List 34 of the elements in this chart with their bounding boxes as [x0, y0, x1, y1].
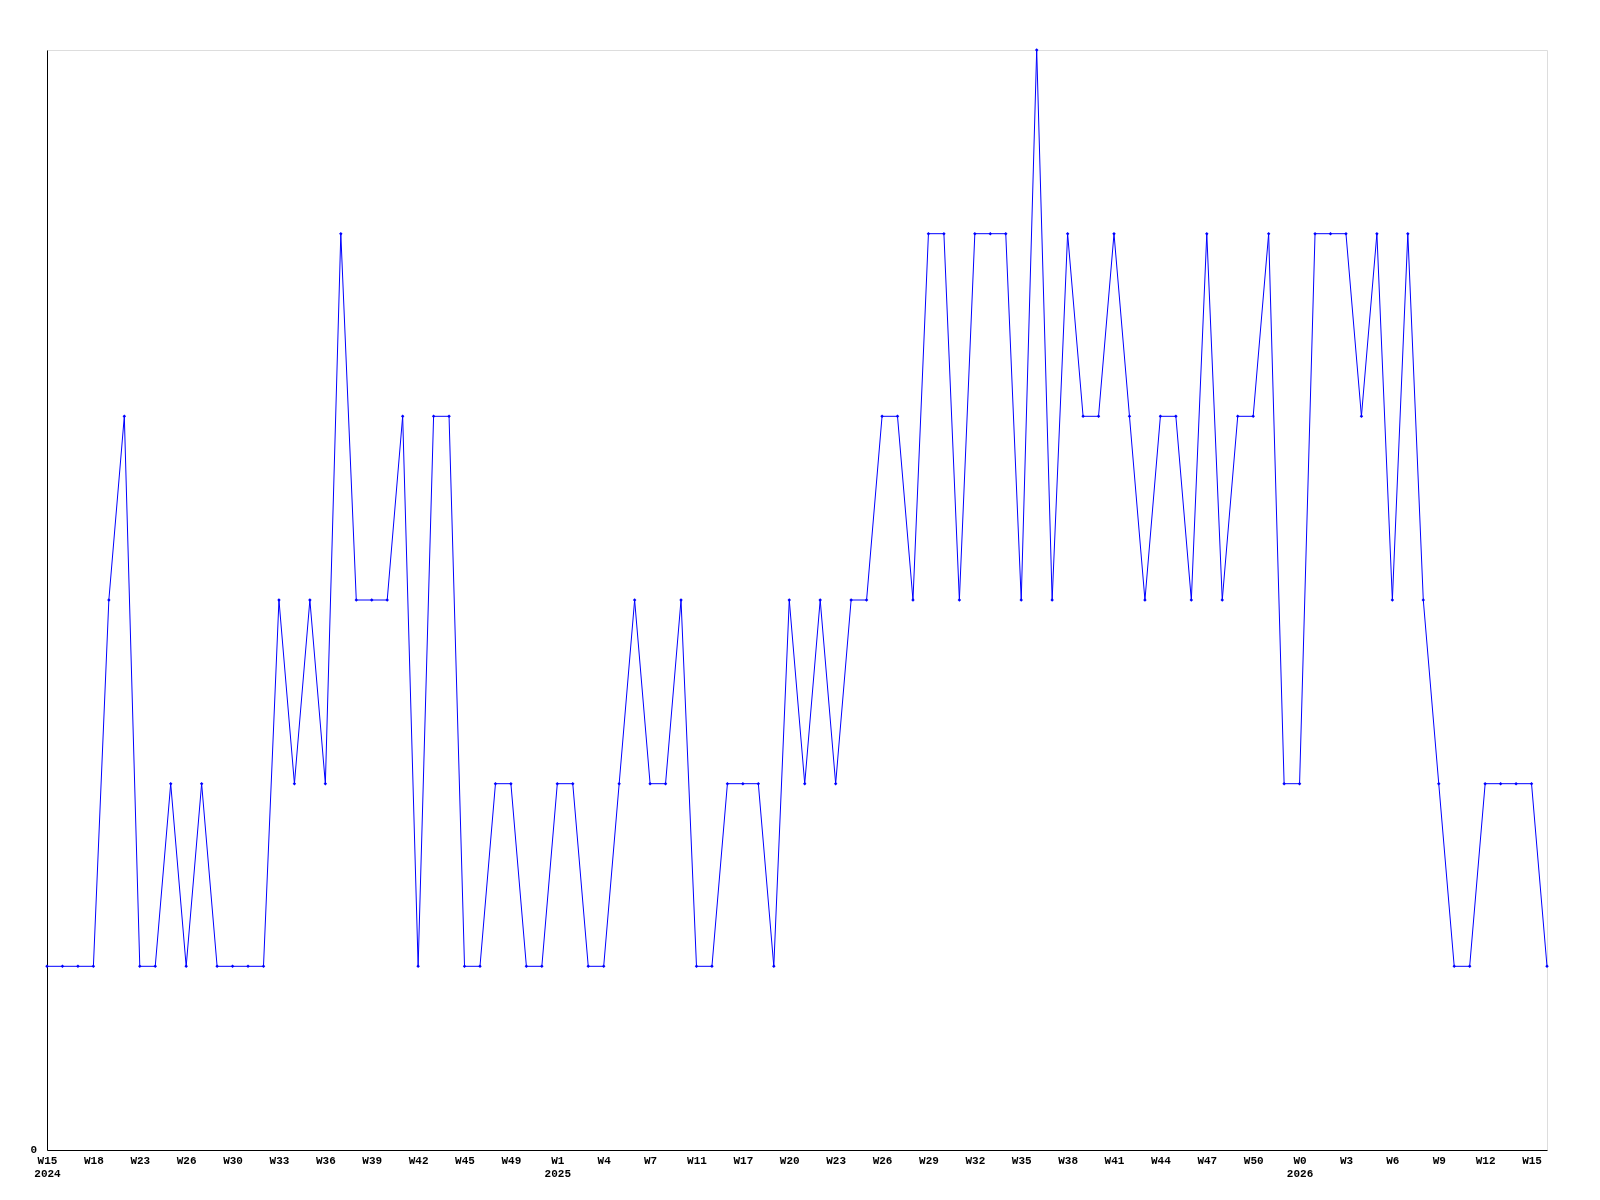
x-tick-label: W47: [1197, 1154, 1218, 1167]
x-tick-label: W26: [872, 1154, 893, 1167]
x-tick-label: W29: [919, 1154, 939, 1167]
x-tick-label: W6: [1386, 1154, 1400, 1167]
x-tick-label: W41: [1104, 1154, 1125, 1167]
x-tick-label: W36: [315, 1154, 336, 1167]
x-tick-label: W39: [362, 1154, 383, 1167]
x-tick-label: W12: [1475, 1154, 1496, 1167]
x-tick-label: W1 2025: [544, 1154, 572, 1180]
x-tick-label: W23: [826, 1154, 847, 1167]
x-tick-label: W38: [1058, 1154, 1079, 1167]
x-tick-label: W50: [1243, 1154, 1264, 1167]
text: 0: [30, 1144, 37, 1156]
x-tick-label: W9: [1432, 1154, 1446, 1167]
x-tick-label: W32: [965, 1154, 986, 1167]
x-tick-label: W3: [1339, 1154, 1354, 1167]
x-tick-label: W20: [779, 1154, 800, 1167]
x-tick-label: W4: [597, 1154, 612, 1167]
x-tick-label: W7: [643, 1154, 658, 1167]
x-tick-label: W15: [1522, 1154, 1543, 1167]
x-tick-label: W45: [455, 1154, 476, 1167]
x-tick-label: W30: [223, 1154, 243, 1167]
x-tick-label: W0 2026: [1286, 1154, 1314, 1180]
x-tick-label: W35: [1011, 1154, 1033, 1167]
x-tick-label: W42: [408, 1154, 429, 1167]
x-tick-label: W18: [83, 1154, 105, 1167]
x-tick-label: W17: [733, 1154, 754, 1167]
x-tick-label: W49: [501, 1154, 522, 1167]
x-tick-label: W44: [1151, 1154, 1172, 1167]
x-tick-label: W15 2024: [34, 1154, 62, 1180]
x-tick-label: W11: [687, 1154, 708, 1167]
x-tick-label: W23: [130, 1154, 151, 1167]
x-tick-label: W26: [176, 1154, 197, 1167]
x-tick-label: W33: [269, 1154, 290, 1167]
